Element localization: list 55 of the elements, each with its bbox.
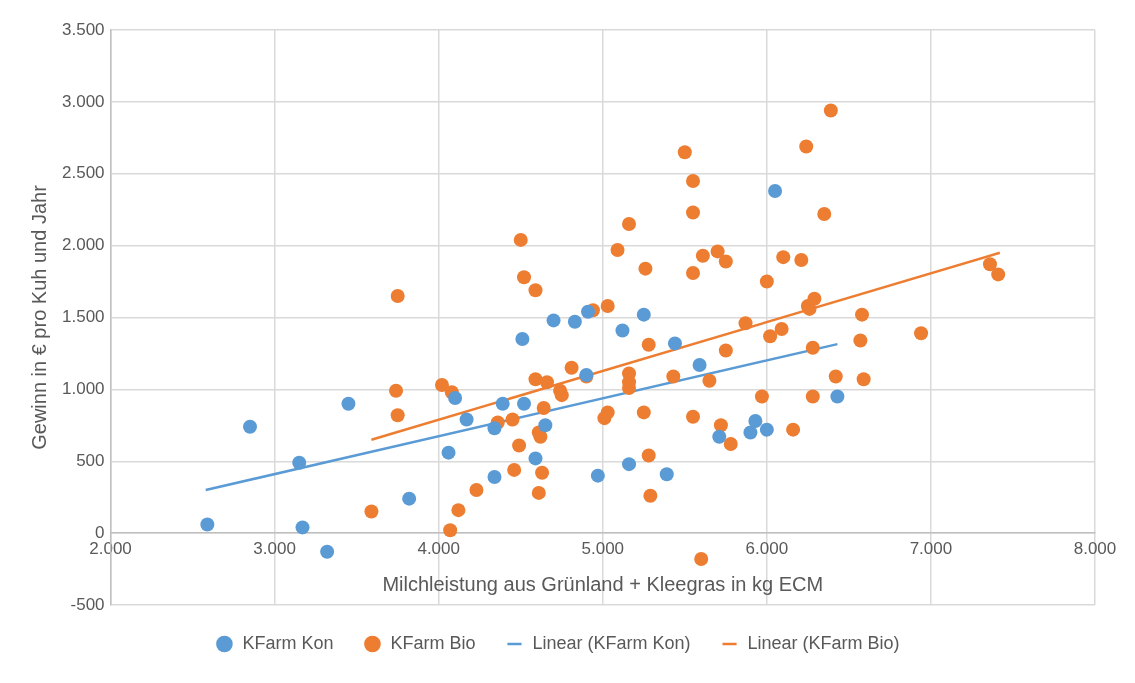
y-tick-label: 1.000 [61,379,105,399]
point [546,313,561,328]
point [320,544,335,559]
point [581,304,595,319]
point [295,520,310,535]
point [615,323,630,338]
y-tick-label: 2.000 [61,235,105,255]
point [517,396,532,411]
point [743,425,758,440]
point [692,357,707,372]
legend-label: KFarm Bio [390,632,476,653]
point [759,422,774,437]
point [459,412,474,427]
point [830,389,845,404]
y-tick-label: 3.500 [61,19,105,39]
point [441,445,456,460]
x-tick-label: 4.000 [417,539,460,559]
point [636,307,651,322]
point [667,336,682,351]
x-tick-label: 8.000 [1073,539,1117,559]
y-axis-title: Gewinn in € pro Kuh und Jahr [27,184,50,450]
point [748,414,763,428]
x-tick-label: 2.000 [89,539,132,559]
x-tick-label: 7.000 [909,539,953,559]
legend-label: KFarm Kon [242,632,334,653]
point [243,419,258,434]
point [341,396,356,411]
y-tick-label: 1.500 [61,307,105,327]
point [567,314,582,329]
point [292,455,307,470]
y-tick-label: -500 [70,594,105,614]
point [659,467,674,482]
point [487,470,502,485]
y-tick-label: 500 [76,450,105,470]
point [528,451,543,466]
point [495,396,510,411]
x-tick-label: 5.000 [581,539,625,559]
y-tick-label: 3.000 [61,91,105,111]
point [448,391,463,405]
y-tick-label: 2.500 [61,163,105,183]
x-tick-label: 3.000 [253,539,296,559]
point [622,457,637,472]
x-tick-label: 6.000 [745,539,789,559]
point [712,429,727,444]
point [402,491,417,506]
point [487,421,502,436]
point [590,468,605,483]
x-axis-title: Milchleistung aus Grünland + Kleegras in kg ECM [382,573,824,596]
point [768,184,783,198]
y-tick-label: 0 [95,522,105,542]
point [515,332,530,347]
point [200,517,215,532]
legend-label: Linear (KFarm Bio) [747,632,900,653]
legend-label: Linear (KFarm Kon) [532,632,691,653]
point [538,418,553,433]
